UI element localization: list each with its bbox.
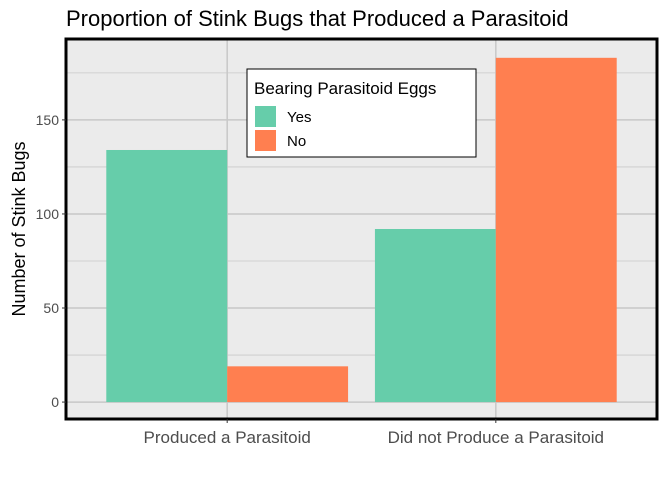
legend-key-yes: [255, 106, 276, 127]
y-axis-label: Number of Stink Bugs: [9, 141, 29, 316]
x-axis: Produced a Parasitoid Did not Produce a P…: [144, 419, 604, 447]
x-tick-label: Did not Produce a Parasitoid: [388, 428, 604, 447]
legend-label-no: No: [287, 133, 306, 150]
bar-no-1: [227, 366, 349, 403]
chart-title: Proportion of Stink Bugs that Produced a…: [66, 6, 569, 31]
legend-label-yes: Yes: [287, 109, 311, 126]
x-tick-label: Produced a Parasitoid: [144, 428, 311, 447]
plot-border: [64, 37, 659, 421]
bar-yes-2: [374, 229, 496, 403]
y-tick-label: 0: [51, 394, 59, 410]
y-tick-label: 50: [43, 300, 59, 316]
y-tick-label: 100: [36, 206, 60, 222]
legend-key-no: [255, 130, 276, 151]
bar-yes-1: [106, 149, 228, 403]
legend: Bearing Parasitoid Eggs Yes No: [246, 68, 477, 158]
y-axis: 0 50 100 150: [36, 112, 66, 410]
bars: [106, 57, 617, 403]
legend-title: Bearing Parasitoid Eggs: [254, 79, 436, 98]
bar-no-2: [495, 57, 617, 403]
y-tick-label: 150: [36, 112, 60, 128]
legend-box: [246, 68, 477, 158]
